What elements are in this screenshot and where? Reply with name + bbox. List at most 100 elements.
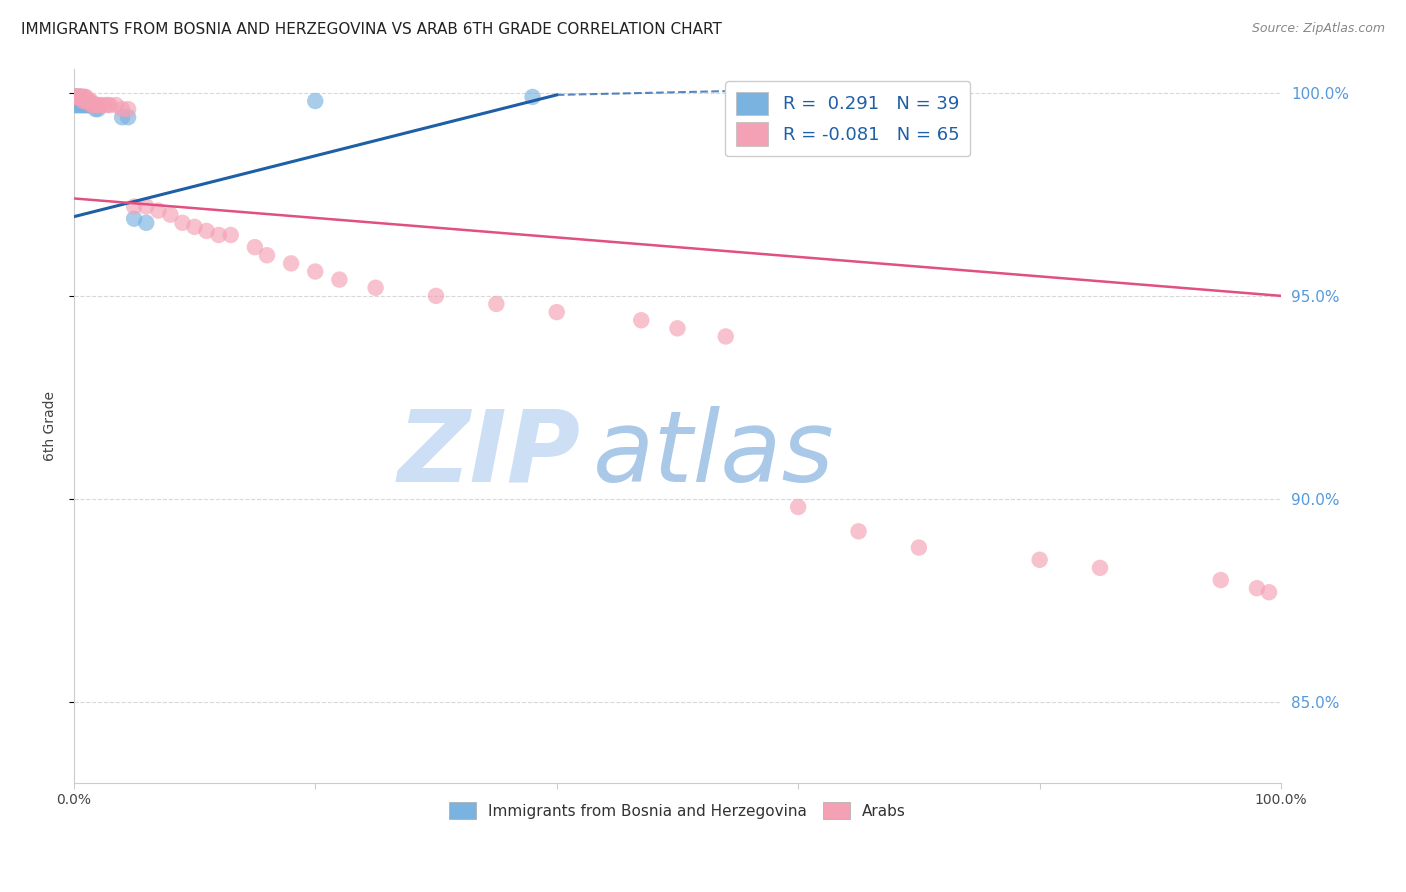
Point xyxy=(72,90,94,104)
Point xyxy=(97,98,120,112)
Point xyxy=(787,500,810,514)
Point xyxy=(69,90,91,104)
Point xyxy=(84,102,107,116)
Point xyxy=(75,98,97,112)
Point xyxy=(76,94,98,108)
Point xyxy=(280,256,302,270)
Point xyxy=(1088,561,1111,575)
Point xyxy=(122,211,145,226)
Point xyxy=(183,219,205,234)
Point xyxy=(66,94,89,108)
Point xyxy=(72,94,94,108)
Point xyxy=(66,90,89,104)
Point xyxy=(63,90,86,104)
Point xyxy=(66,90,89,104)
Point xyxy=(66,90,89,104)
Point xyxy=(75,94,97,108)
Point xyxy=(80,98,103,112)
Point xyxy=(546,305,568,319)
Point xyxy=(485,297,508,311)
Point xyxy=(65,94,87,108)
Point xyxy=(72,98,94,112)
Point xyxy=(105,98,128,112)
Point xyxy=(77,94,100,108)
Point xyxy=(135,216,157,230)
Point xyxy=(219,227,242,242)
Point xyxy=(135,200,157,214)
Point xyxy=(98,98,121,112)
Point xyxy=(195,224,218,238)
Point xyxy=(67,98,90,112)
Point xyxy=(89,98,111,112)
Point xyxy=(425,289,447,303)
Point xyxy=(848,524,870,539)
Point xyxy=(65,98,87,112)
Point xyxy=(79,98,101,112)
Point xyxy=(65,90,87,104)
Text: ZIP: ZIP xyxy=(398,406,581,503)
Point xyxy=(243,240,266,254)
Point xyxy=(76,98,98,112)
Point xyxy=(630,313,652,327)
Point xyxy=(84,98,107,112)
Point xyxy=(63,98,86,112)
Point xyxy=(172,216,194,230)
Point xyxy=(63,90,86,104)
Point xyxy=(73,98,96,112)
Point xyxy=(75,94,97,108)
Point xyxy=(66,90,89,104)
Point xyxy=(77,98,100,112)
Point xyxy=(69,94,91,108)
Point xyxy=(666,321,689,335)
Point xyxy=(256,248,278,262)
Point xyxy=(364,281,387,295)
Point xyxy=(65,90,87,104)
Point xyxy=(72,94,94,108)
Point xyxy=(75,90,97,104)
Y-axis label: 6th Grade: 6th Grade xyxy=(44,391,58,461)
Point xyxy=(70,90,93,104)
Point xyxy=(65,90,87,104)
Point xyxy=(67,94,90,108)
Point xyxy=(714,329,737,343)
Text: atlas: atlas xyxy=(593,406,835,503)
Point xyxy=(208,227,231,242)
Point xyxy=(66,98,89,112)
Point xyxy=(159,208,181,222)
Point xyxy=(1209,573,1232,587)
Legend: Immigrants from Bosnia and Herzegovina, Arabs: Immigrants from Bosnia and Herzegovina, … xyxy=(443,796,912,825)
Point xyxy=(1258,585,1281,599)
Point xyxy=(73,94,96,108)
Point xyxy=(70,94,93,108)
Point xyxy=(67,90,90,104)
Point xyxy=(70,98,93,112)
Point xyxy=(1028,553,1050,567)
Point xyxy=(122,200,145,214)
Point xyxy=(304,94,326,108)
Point xyxy=(69,90,91,104)
Point xyxy=(63,94,86,108)
Point xyxy=(67,90,90,104)
Point xyxy=(70,94,93,108)
Point xyxy=(80,98,103,112)
Point xyxy=(70,90,93,104)
Point xyxy=(69,98,91,112)
Point xyxy=(70,98,93,112)
Point xyxy=(117,102,139,116)
Point xyxy=(70,90,93,104)
Point xyxy=(328,272,350,286)
Point xyxy=(1246,581,1268,595)
Point xyxy=(87,98,110,112)
Point xyxy=(79,94,101,108)
Text: IMMIGRANTS FROM BOSNIA AND HERZEGOVINA VS ARAB 6TH GRADE CORRELATION CHART: IMMIGRANTS FROM BOSNIA AND HERZEGOVINA V… xyxy=(21,22,721,37)
Point xyxy=(70,90,93,104)
Point xyxy=(65,90,87,104)
Point xyxy=(148,203,170,218)
Point xyxy=(63,90,86,104)
Point xyxy=(522,90,544,104)
Point xyxy=(82,98,104,112)
Point xyxy=(69,90,91,104)
Point xyxy=(111,110,134,124)
Point xyxy=(111,102,134,116)
Point xyxy=(80,94,103,108)
